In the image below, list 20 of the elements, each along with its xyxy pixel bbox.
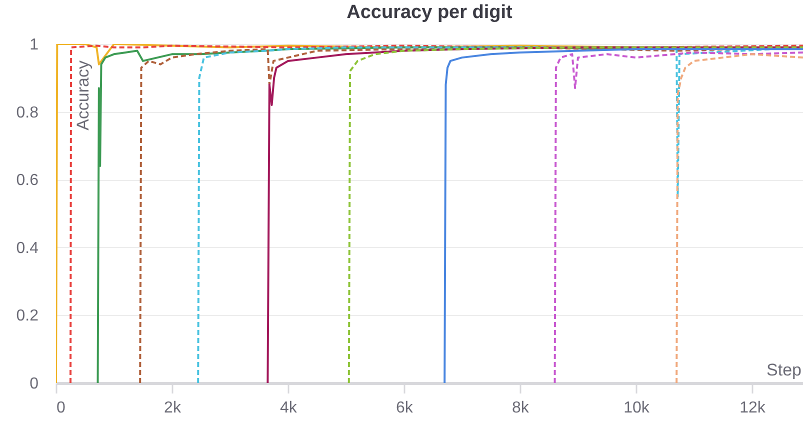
line-series: [554, 51, 803, 383]
x-tick-label: 12k: [740, 400, 766, 416]
x-tick-label: 10k: [624, 400, 650, 416]
y-tick-label: 0.8: [16, 104, 39, 122]
x-tick-label: 8k: [512, 400, 530, 416]
x-axis-title: Step: [766, 360, 802, 380]
x-tick-label: 4k: [280, 400, 298, 416]
chart-title: Accuracy per digit: [346, 2, 514, 23]
line-series: [444, 48, 803, 383]
x-tick-label: 0: [56, 400, 66, 416]
y-tick-label: 0.6: [16, 172, 39, 190]
y-tick-label: 1: [30, 36, 39, 54]
x-tick-label: 6k: [396, 400, 414, 416]
y-tick-label: 0.2: [16, 308, 39, 325]
x-tick-label: 2k: [164, 400, 182, 416]
y-axis-title: Accuracy: [74, 60, 92, 130]
line-series: [348, 46, 803, 383]
line-series: [676, 53, 803, 383]
y-tick-label: 0: [30, 376, 39, 392]
y-tick-label: 0.4: [16, 240, 39, 257]
